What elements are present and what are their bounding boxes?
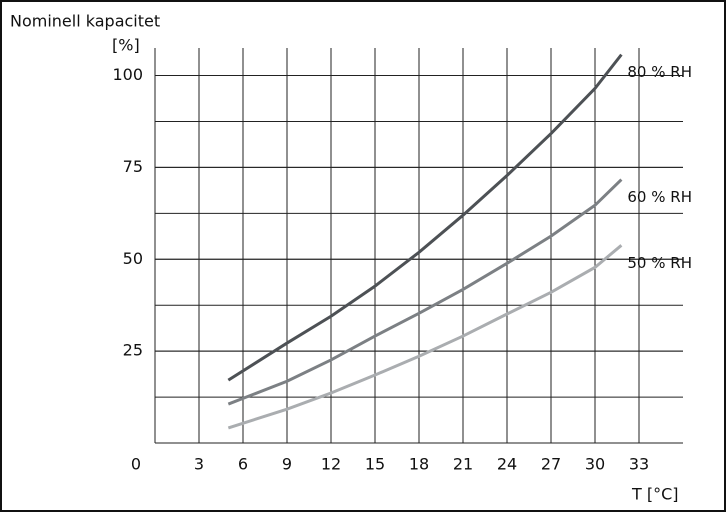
x-tick-label: 30 <box>585 455 605 474</box>
x-tick-label: 12 <box>321 455 341 474</box>
x-tick-label: 18 <box>409 455 429 474</box>
x-tick-label: 24 <box>497 455 517 474</box>
series-label: 80 % RH <box>627 63 692 81</box>
x-tick-label: 9 <box>282 455 292 474</box>
x-tick-label: 27 <box>541 455 561 474</box>
y-tick-label: 100 <box>112 65 143 84</box>
series-label: 60 % RH <box>627 188 692 206</box>
y-tick-label: 75 <box>123 157 143 176</box>
x-tick-label: 21 <box>453 455 473 474</box>
y-tick-label: 50 <box>123 249 143 268</box>
y-axis-label: [%] <box>112 36 140 55</box>
y-tick-label: 25 <box>123 341 143 360</box>
series-line <box>227 244 623 430</box>
series-line <box>227 178 623 406</box>
chart-title: Nominell kapacitet <box>10 12 160 31</box>
x-tick-label: 6 <box>238 455 248 474</box>
x-axis-label: T [°C] <box>631 485 679 504</box>
series-label: 50 % RH <box>627 254 692 272</box>
x-tick-label: 33 <box>629 455 649 474</box>
series-line <box>227 53 623 382</box>
x-tick-label: 0 <box>131 455 141 474</box>
x-tick-label: 3 <box>194 455 204 474</box>
x-tick-label: 15 <box>365 455 385 474</box>
